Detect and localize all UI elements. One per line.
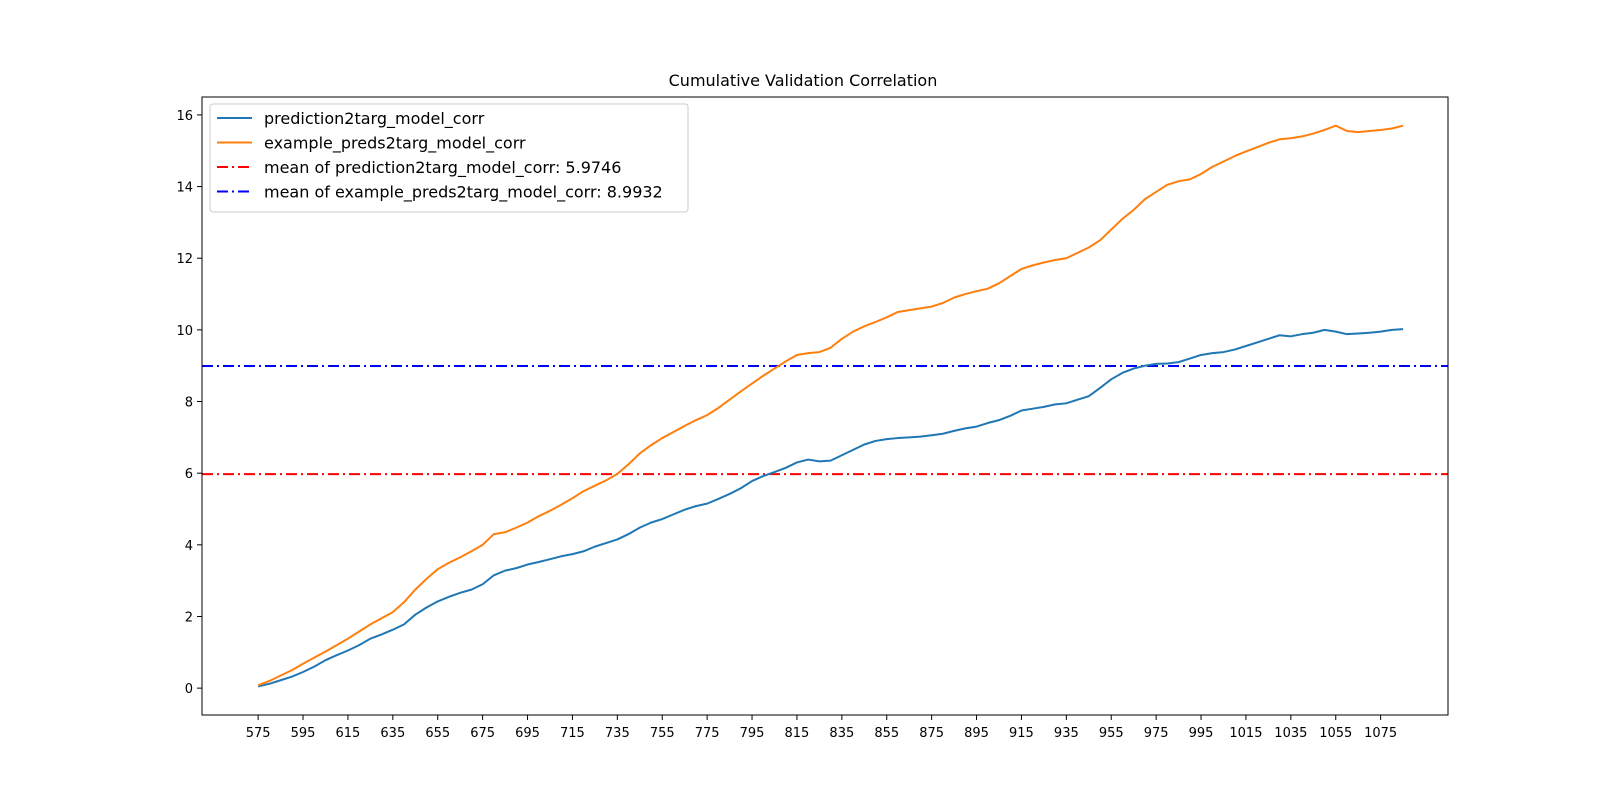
legend-box xyxy=(209,103,689,213)
x-tick-label: 1075 xyxy=(1364,726,1397,741)
x-tick-label: 875 xyxy=(919,726,944,741)
x-tick-label: 695 xyxy=(515,726,540,741)
chart-title: Cumulative Validation Correlation xyxy=(669,71,938,90)
x-tick-label: 955 xyxy=(1099,726,1124,741)
series-line-1 xyxy=(257,328,1404,688)
legend-label: prediction2targ_model_corr xyxy=(264,109,485,129)
y-tick-label: 0 xyxy=(185,682,193,697)
x-tick-label: 795 xyxy=(740,726,765,741)
x-tick-label: 815 xyxy=(785,726,810,741)
legend-label: mean of prediction2targ_model_corr: 5.97… xyxy=(264,158,621,178)
x-tick-label: 655 xyxy=(425,726,450,741)
x-tick-label: 775 xyxy=(695,726,720,741)
y-tick-label: 2 xyxy=(185,610,193,625)
x-tick-label: 975 xyxy=(1144,726,1169,741)
x-tick-label: 715 xyxy=(560,726,585,741)
x-tick-label: 995 xyxy=(1189,726,1214,741)
y-tick-label: 10 xyxy=(176,324,193,339)
x-tick-label: 1055 xyxy=(1319,726,1352,741)
y-tick-label: 12 xyxy=(176,252,193,267)
x-tick-label: 595 xyxy=(291,726,316,741)
x-tick-label: 735 xyxy=(605,726,630,741)
x-tick-label: 615 xyxy=(336,726,361,741)
x-tick-label: 855 xyxy=(874,726,899,741)
legend-label: mean of example_preds2targ_model_corr: 8… xyxy=(264,183,663,203)
x-tick-label: 835 xyxy=(829,726,854,741)
x-tick-label: 635 xyxy=(380,726,405,741)
axes: 575 595 615 635 655 675 695 715 735 755 775 795 815 8… xyxy=(176,96,1449,741)
y-tick-label: 14 xyxy=(176,181,193,196)
x-tick-label: 1015 xyxy=(1229,726,1262,741)
legend-label: example_preds2targ_model_corr xyxy=(264,134,526,154)
x-tick-label: 895 xyxy=(964,726,989,741)
plot-area xyxy=(202,124,1448,688)
x-tick-label: 755 xyxy=(650,726,675,741)
x-tick-label: 675 xyxy=(470,726,495,741)
x-tick-label: 575 xyxy=(246,726,271,741)
y-tick-label: 8 xyxy=(185,396,193,411)
axes-frame xyxy=(201,96,1449,716)
y-tick-label: 16 xyxy=(176,109,193,124)
x-tick-label: 935 xyxy=(1054,726,1079,741)
series-line-2 xyxy=(257,124,1404,687)
x-tick-label: 1035 xyxy=(1274,726,1307,741)
y-tick-label: 6 xyxy=(185,467,193,482)
x-tick-label: 915 xyxy=(1009,726,1034,741)
y-tick-label: 4 xyxy=(185,539,193,554)
legend: prediction2targ_model_corr example_preds2… xyxy=(209,103,689,213)
